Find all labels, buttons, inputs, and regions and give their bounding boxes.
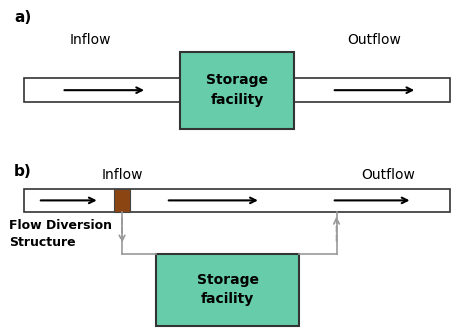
Bar: [294, 78, 450, 102]
Text: Flow Diversion
Structure: Flow Diversion Structure: [9, 219, 112, 249]
Bar: [180, 52, 294, 129]
Text: Storage
facility: Storage facility: [197, 273, 258, 307]
Bar: [156, 254, 299, 326]
Bar: [24, 78, 180, 102]
Text: Storage
facility: Storage facility: [206, 73, 268, 107]
Text: Inflow: Inflow: [101, 168, 143, 182]
Bar: [114, 189, 130, 212]
Text: a): a): [14, 10, 31, 25]
Text: Inflow: Inflow: [69, 33, 111, 47]
Text: Outflow: Outflow: [362, 168, 416, 182]
Text: b): b): [14, 164, 32, 179]
Bar: [24, 189, 450, 212]
Text: Outflow: Outflow: [347, 33, 401, 47]
